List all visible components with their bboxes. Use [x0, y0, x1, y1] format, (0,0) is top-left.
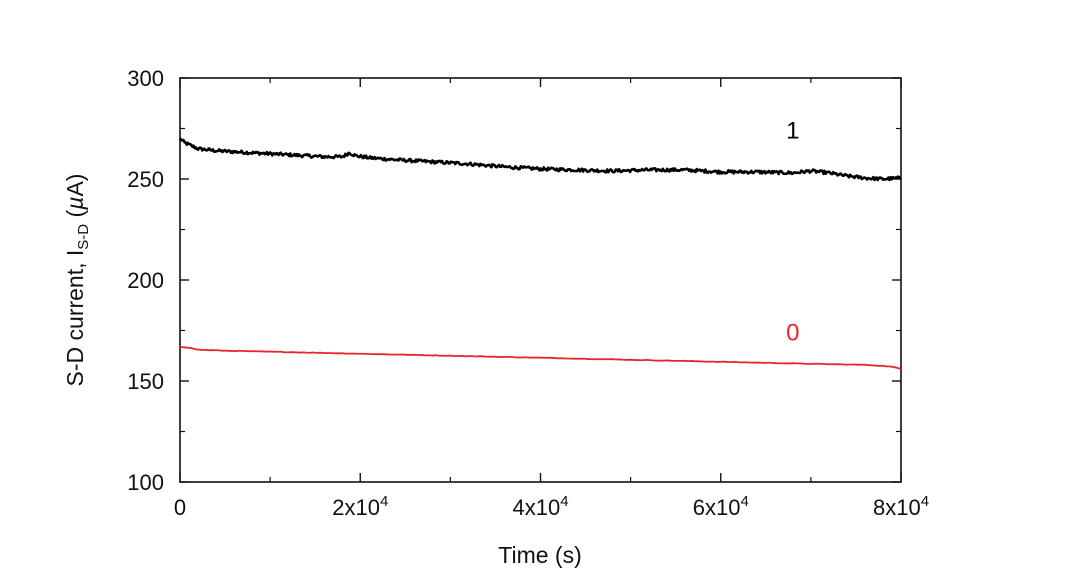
series-line-1 — [178, 137, 902, 182]
y-tick-label: 100 — [127, 470, 164, 495]
series-layer — [178, 137, 902, 370]
y-axis-title-unit: A) — [62, 174, 88, 197]
x-tick-label: 6x104 — [693, 493, 749, 520]
y-tick-label: 200 — [127, 268, 164, 293]
x-axis-title: Time (s) — [498, 542, 581, 568]
y-axis-title-subscript: S-D — [75, 224, 92, 250]
series-line-0 — [179, 345, 902, 370]
x-tick-label: 0 — [174, 495, 186, 520]
y-axis-title-main: S-D current, I — [62, 250, 88, 387]
axis-ticks — [179, 77, 902, 483]
x-tick-label: 4x104 — [512, 493, 568, 520]
y-tick-label: 250 — [127, 167, 164, 192]
x-tick-label: 2x104 — [332, 493, 388, 520]
series-labels: 10 — [786, 118, 799, 347]
x-tick-label: 8x104 — [873, 493, 929, 520]
series-label-0: 0 — [786, 320, 799, 347]
y-tick-label: 150 — [127, 369, 164, 394]
y-axis-title: S-D current, IS-D (µA) — [62, 174, 92, 387]
y-tick-label: 300 — [127, 66, 164, 91]
series-label-1: 1 — [786, 118, 799, 145]
y-axis-title-unit-greek: µ — [62, 197, 88, 211]
y-axis-title-open: ( — [62, 209, 88, 223]
